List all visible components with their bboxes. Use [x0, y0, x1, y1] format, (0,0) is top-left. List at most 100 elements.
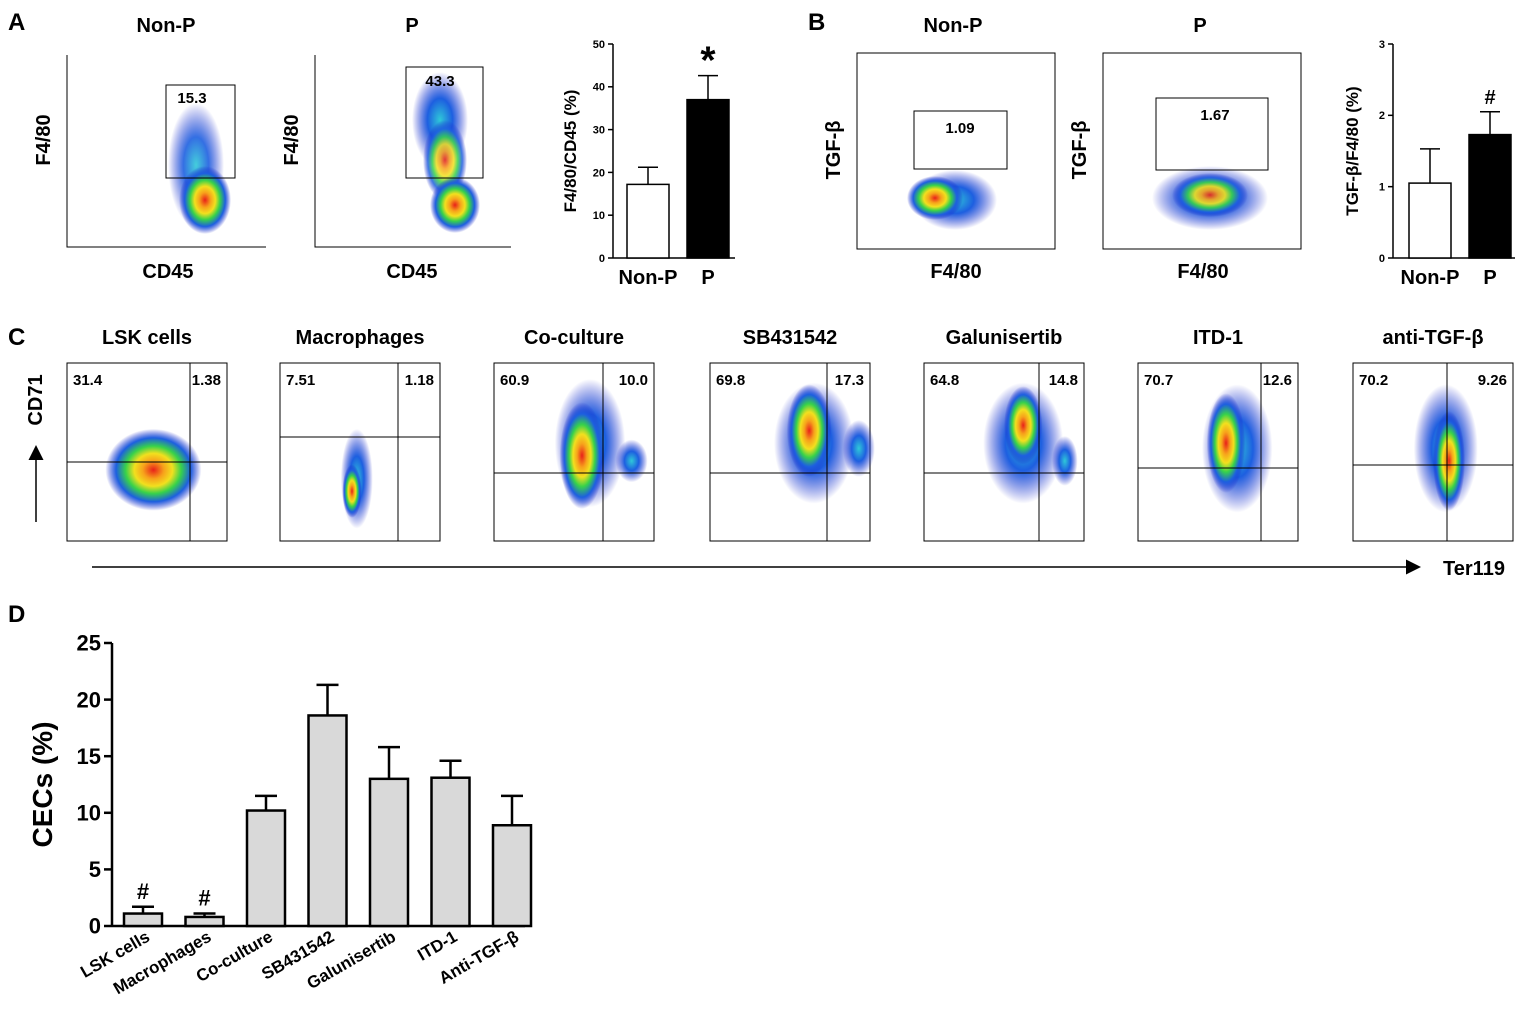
y-tick-label: 0: [89, 914, 101, 939]
flow-density: [168, 103, 231, 234]
panel-a-flow-plot-nonp: Non-P F4/80 CD45 15.3: [33, 15, 266, 283]
quadrant-value-upper-left: 64.8: [930, 372, 959, 389]
flow-density: [105, 428, 202, 511]
flow-title: SB431542: [743, 327, 838, 349]
flow-plot-4: SB431542 69.8 17.3: [709, 327, 875, 542]
y-tick-label: 1: [1379, 182, 1385, 194]
flow-gate: [405, 66, 484, 179]
flow-density: [907, 170, 997, 230]
chart-b: 0 1 2 3 TGF-β/F4/80 (%) Non-P P #: [1343, 39, 1515, 289]
flow-title: ITD-1: [1193, 327, 1243, 349]
quadrant-value-upper-left: 7.51: [286, 372, 315, 389]
flow-density: [615, 439, 648, 483]
flow-density: [842, 419, 875, 477]
significance-mark: *: [700, 40, 716, 83]
flow-density: [1052, 435, 1078, 486]
flow-ylabel: TGF-β: [1069, 121, 1091, 180]
flow-title: anti-TGF-β: [1382, 327, 1483, 349]
panel-c-ylabel: CD71: [25, 374, 47, 425]
bar-anti-tgf-: [491, 824, 533, 928]
quadrant-value-upper-right: 1.18: [405, 372, 434, 389]
flow-frame: [1137, 362, 1299, 542]
significance-mark: #: [1484, 87, 1495, 109]
x-tick-label: ITD-1: [414, 927, 460, 965]
flow-density: [1152, 166, 1268, 230]
gate-value: 1.09: [945, 120, 974, 137]
bar-sb431542: [307, 714, 348, 928]
flow-title: Non-P: [137, 15, 196, 37]
flow-density: [786, 384, 832, 477]
panel-c-xlabel: Ter119: [1443, 558, 1505, 580]
bar-p: [686, 98, 730, 259]
flow-ylabel: TGF-β: [823, 121, 845, 180]
bar-p: [1468, 133, 1512, 259]
bar-lsk-cells: [122, 912, 164, 928]
chart-a: 0 10 20 30 40 50 F4/80/CD45 (%) Non-P P *: [561, 39, 735, 289]
y-axis-label: CECs (%): [27, 721, 58, 847]
panel-letter-c: C: [8, 324, 25, 351]
flow-frame: [1102, 52, 1302, 250]
flow-plot-3: Co-culture 60.9 10.0: [493, 327, 655, 542]
flow-frame: [66, 362, 228, 542]
bar-macrophages: [184, 915, 225, 928]
panel-b-flow-plot-nonp: Non-P TGF-β F4/80 1.09: [823, 15, 1056, 283]
flow-density: [559, 402, 605, 509]
y-tick-label: 5: [89, 857, 101, 882]
flow-density: [1206, 393, 1246, 493]
flow-plot-1: LSK cells 31.4 1.38: [66, 327, 228, 542]
flow-axes: [314, 55, 511, 248]
significance-mark: #: [198, 886, 210, 911]
quadrant-value-upper-left: 70.7: [1144, 372, 1173, 389]
y-tick-label: 20: [77, 687, 101, 712]
flow-frame: [856, 52, 1056, 250]
y-axis-label: TGF-β/F4/80 (%): [1343, 86, 1362, 215]
flow-frame: [279, 362, 441, 542]
flow-ylabel: F4/80: [33, 114, 55, 165]
flow-xlabel: F4/80: [1177, 261, 1228, 283]
panel-letter-d: D: [8, 601, 25, 628]
flow-frame: [923, 362, 1085, 542]
gate-value: 1.67: [1200, 107, 1229, 124]
flow-title: Galunisertib: [946, 327, 1063, 349]
flow-title: Non-P: [924, 15, 983, 37]
bar-non-p: [1408, 182, 1452, 259]
quadrant-value-upper-right: 14.8: [1049, 372, 1078, 389]
panel-c-flow-plots: LSK cells 31.4 1.38 Macrophages 7.51 1.18 Co-c…: [66, 327, 1514, 542]
quadrant-value-upper-right: 1.38: [192, 372, 221, 389]
y-tick-label: 25: [77, 631, 101, 656]
bar-non-p: [626, 183, 670, 259]
y-tick-label: 50: [593, 39, 605, 51]
gate-value: 15.3: [177, 90, 206, 107]
flow-plot-6: ITD-1 70.7 12.6: [1137, 327, 1299, 542]
flow-density: [342, 464, 362, 518]
bar-itd-1: [430, 776, 471, 928]
quadrant-value-upper-right: 9.26: [1478, 372, 1507, 389]
flow-gate: [913, 110, 1008, 170]
quadrant-value-upper-left: 69.8: [716, 372, 745, 389]
y-tick-label: 2: [1379, 110, 1385, 122]
bar-galunisertib: [368, 777, 410, 928]
y-tick-label: 0: [1379, 253, 1385, 265]
panel-letter-b: B: [808, 9, 825, 36]
significance-mark: #: [137, 879, 149, 904]
panel-letter-a: A: [8, 9, 25, 36]
gate-value: 43.3: [425, 73, 454, 90]
x-tick-label: P: [1483, 267, 1496, 289]
y-tick-label: 3: [1379, 39, 1385, 51]
flow-density: [1433, 411, 1465, 511]
x-tick-label: P: [701, 267, 714, 289]
y-tick-label: 10: [593, 210, 605, 222]
flow-density: [412, 72, 480, 233]
flow-axes: [66, 55, 266, 248]
y-tick-label: 40: [593, 82, 605, 94]
flow-xlabel: CD45: [386, 261, 437, 283]
quadrant-value-upper-left: 60.9: [500, 372, 529, 389]
y-axis-label: F4/80/CD45 (%): [561, 90, 580, 213]
flow-xlabel: F4/80: [930, 261, 981, 283]
flow-ylabel: F4/80: [281, 114, 303, 165]
flow-title: P: [1193, 15, 1206, 37]
flow-plot-2: Macrophages 7.51 1.18: [279, 327, 441, 542]
flow-frame: [493, 362, 655, 542]
